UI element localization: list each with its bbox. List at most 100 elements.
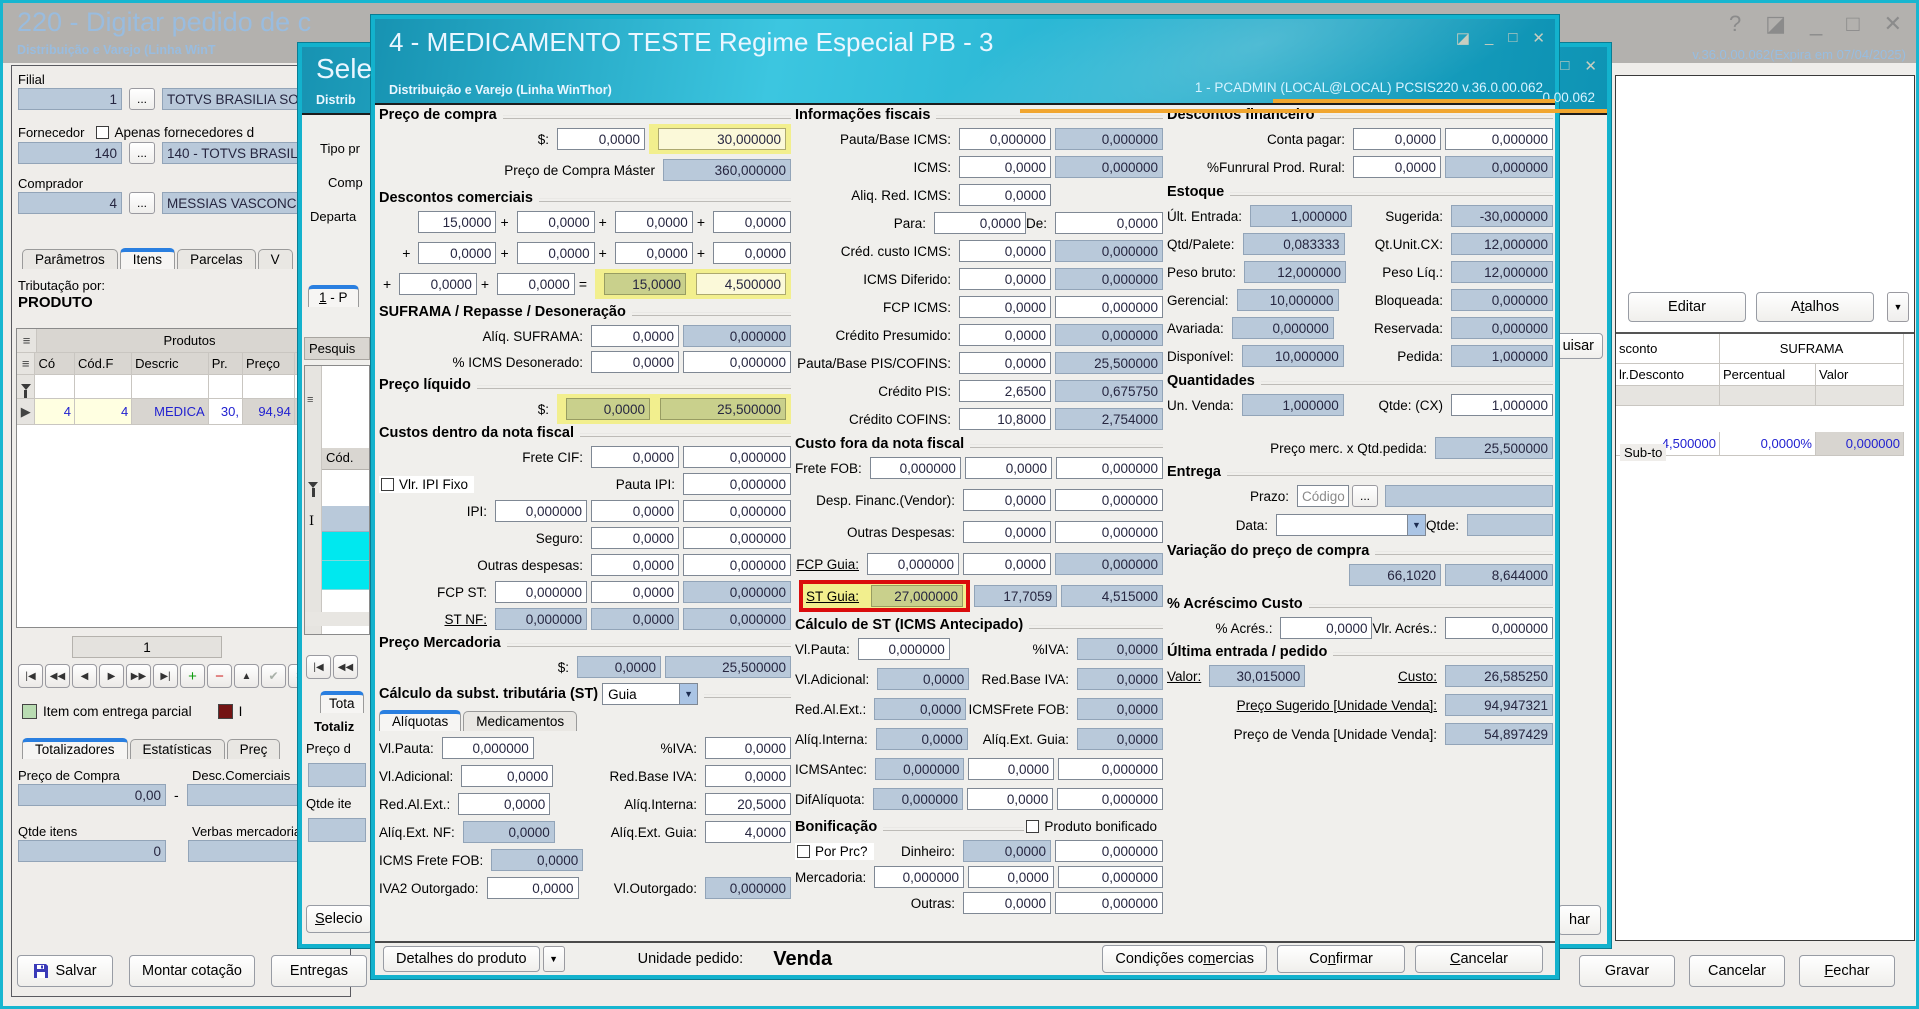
input-field[interactable]: 0,000000 <box>683 351 791 373</box>
nav-prev-button[interactable]: ◀ <box>72 664 97 688</box>
nav-last-button[interactable]: ▶| <box>153 664 178 688</box>
minimize-icon[interactable]: _ <box>1810 11 1823 36</box>
input-field[interactable]: 0,000000 <box>1058 758 1163 780</box>
input-field[interactable]: 0,0000 <box>614 211 693 233</box>
input-field[interactable]: 0,000000 <box>1057 866 1163 888</box>
input-field[interactable]: 0,000000 <box>1055 296 1163 318</box>
input-field[interactable]: 0,0000 <box>959 156 1051 178</box>
comprador-lookup-button[interactable]: ... <box>129 192 155 214</box>
input-field[interactable]: 0,0000 <box>933 212 1026 234</box>
nav-post-button[interactable]: ✔ <box>261 664 286 688</box>
input-field[interactable]: 0,0000 <box>486 877 579 899</box>
cancelar-button[interactable]: Cancelar <box>1689 955 1785 987</box>
input-field[interactable]: 0,000000 <box>959 128 1051 150</box>
close-icon[interactable]: ✕ <box>1532 30 1545 47</box>
input-field[interactable]: 0,0000 <box>963 553 1051 575</box>
input-field[interactable]: 0,0000 <box>963 521 1051 543</box>
confirmar-button[interactable]: Co n firmar <box>1277 945 1405 973</box>
close-icon[interactable]: ✕ <box>1584 58 1597 75</box>
maximize-icon[interactable]: □ <box>1846 11 1860 36</box>
input-field[interactable]: 0,0000 <box>1353 156 1441 178</box>
input-field[interactable]: 0,000000 <box>1445 128 1553 150</box>
input-field[interactable]: 0,0000 <box>963 489 1051 511</box>
tab-medicamentos[interactable]: Medicamentos <box>463 711 578 731</box>
tab-estat-sticas[interactable]: Estatísticas <box>129 739 225 759</box>
input-field[interactable]: 1,000000 <box>1451 394 1553 416</box>
checkbox-produto-bonificado[interactable]: Produto bonificado <box>1024 818 1163 835</box>
input-field[interactable]: 0,000000 <box>874 866 964 888</box>
nav-edit-button[interactable]: ▲ <box>234 664 259 688</box>
input-field[interactable]: 15,0000 <box>418 211 497 233</box>
tab-totalizadores[interactable]: Totalizadores <box>22 738 128 759</box>
column-header[interactable]: Valor <box>1816 364 1904 386</box>
gravar-button[interactable]: Gravar <box>1579 955 1675 987</box>
input-field[interactable]: 0,000000 <box>1055 892 1163 914</box>
input-field[interactable]: 0,0000 <box>967 866 1054 888</box>
fechar-button[interactable]: har <box>1558 905 1601 935</box>
input-field[interactable]: 0,0000 <box>557 128 645 150</box>
nav-prev-fast-button[interactable]: ◀◀ <box>45 664 70 688</box>
column-header[interactable]: Pr. <box>208 353 243 375</box>
editar-button[interactable]: Editar <box>1628 292 1746 322</box>
column-header[interactable]: Cód.F <box>75 353 133 375</box>
tab-par-metros[interactable]: Parâmetros <box>22 249 118 269</box>
montar-cota-o-button[interactable]: Montar cotação <box>129 955 255 987</box>
nav-insert-button[interactable]: + <box>180 664 205 688</box>
input-field[interactable]: 0,0000 <box>516 211 595 233</box>
column-header[interactable]: Preço <box>242 353 295 375</box>
entregas-button[interactable]: Entregas <box>270 955 367 987</box>
column-header[interactable]: lr.Desconto <box>1616 364 1720 386</box>
maximize-icon[interactable]: □ <box>1508 29 1518 46</box>
input-field[interactable]: 30,000000 <box>658 128 786 150</box>
restore-icon[interactable]: ◪ <box>1455 30 1471 47</box>
column-header[interactable]: Có <box>35 353 75 375</box>
column-header[interactable]: Descric <box>132 353 209 375</box>
detalhes-produto-button[interactable]: Detalhes do produto <box>383 946 540 972</box>
filial-lookup-button[interactable]: ... <box>129 88 155 110</box>
checkbox-vlr-ipi-fixo[interactable]: Vlr. IPI Fixo <box>379 475 475 493</box>
input-field[interactable]: 0,000000 <box>1056 457 1163 479</box>
input-field[interactable]: 0,0000 <box>713 211 791 233</box>
dropdown[interactable]: ▼ <box>1275 514 1426 536</box>
tab-1-produtos[interactable]: 1 - P <box>308 285 359 307</box>
input-field[interactable]: 0,000000 <box>683 554 791 576</box>
input-field[interactable]: 0,000000 <box>683 527 791 549</box>
input-field[interactable]: 0,0000 <box>591 554 679 576</box>
input-field[interactable]: 0,0000 <box>1280 617 1373 639</box>
input-field[interactable]: 0,000000 <box>869 457 961 479</box>
input-field[interactable]: 0,0000 <box>964 457 1053 479</box>
input-field[interactable]: 0,0000 <box>959 296 1051 318</box>
nav-prev-fast-button[interactable]: ◀◀ <box>333 655 358 679</box>
checkbox-por-prc-[interactable]: Por Prc? <box>795 842 874 860</box>
tab-pre-[interactable]: Preç <box>226 739 281 759</box>
input-field[interactable]: 0,000000 <box>495 581 587 603</box>
restore-icon[interactable]: ◪ <box>1765 11 1787 36</box>
tab-v[interactable]: V <box>257 249 293 269</box>
input-field[interactable]: 0,0000 <box>497 273 575 295</box>
tab-alíquotas[interactable]: Alíquotas <box>379 710 462 731</box>
input-field[interactable]: 0,0000 <box>1353 128 1441 150</box>
input-field[interactable]: 0,0000 <box>591 500 679 522</box>
tab-totalizadores[interactable]: Tota <box>320 691 364 713</box>
input-field[interactable]: 0,0000 <box>968 758 1055 780</box>
input-field[interactable]: 0,000000 <box>1055 840 1163 862</box>
nav-first-button[interactable]: |◀ <box>306 655 331 679</box>
input-field[interactable]: 0,000000 <box>1055 489 1163 511</box>
pesquisar-button[interactable]: uisar <box>1553 333 1603 359</box>
nav-next-fast-button[interactable]: ▶▶ <box>126 664 151 688</box>
input-field[interactable]: 0,0000 <box>963 892 1051 914</box>
input-field[interactable]: 0,000000 <box>441 737 534 759</box>
input-field[interactable]: 0,0000 <box>959 240 1051 262</box>
fornecedor-lookup-button[interactable]: ... <box>129 142 155 164</box>
input-field[interactable]: 0,0000 <box>705 765 791 787</box>
help-icon[interactable]: ? <box>1728 11 1742 36</box>
nav-delete-button[interactable]: − <box>207 664 232 688</box>
atalhos-dropdown-button[interactable]: ▼ <box>1887 292 1909 322</box>
fechar-button[interactable]: Fechar <box>1799 955 1895 987</box>
input-field[interactable]: 0,0000 <box>959 184 1051 206</box>
tab-parcelas[interactable]: Parcelas <box>177 249 256 269</box>
input-field[interactable]: 0,0000 <box>959 268 1051 290</box>
